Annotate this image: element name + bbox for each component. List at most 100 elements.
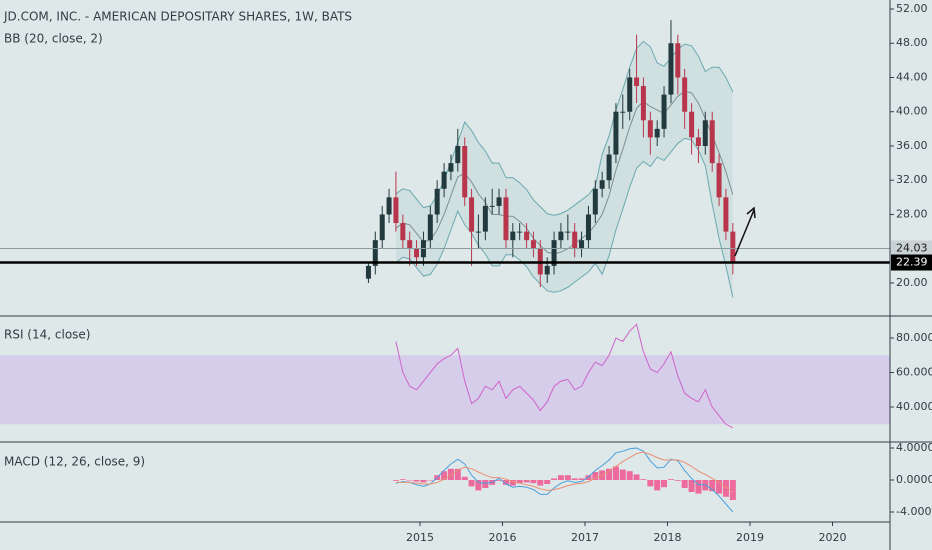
y-tick-label: -4.0000 — [896, 505, 932, 518]
histogram-bar — [516, 480, 523, 484]
histogram-bar — [468, 480, 475, 487]
histogram-bar — [447, 468, 454, 480]
y-tick-label: 52.00 — [896, 2, 928, 15]
y-tick-label: 32.00 — [896, 173, 928, 186]
candle-body — [606, 154, 612, 181]
x-tick-label: 2015 — [406, 531, 434, 544]
histogram-bar — [681, 480, 688, 488]
histogram-bar — [537, 480, 544, 486]
histogram-bar — [654, 480, 661, 491]
y-tick-label: 60.0000 — [896, 366, 932, 379]
histogram-bar — [502, 480, 509, 485]
histogram-bar — [509, 480, 516, 486]
x-tick-label: 2016 — [489, 531, 517, 544]
candle-body — [475, 231, 481, 233]
indicator-label: BB (20, close, 2) — [4, 32, 103, 46]
candle-body — [592, 188, 598, 215]
candle-body — [427, 214, 433, 241]
candle-body — [647, 120, 653, 138]
arrow-annotation — [734, 206, 756, 257]
chart-title: JD.COM, INC. - AMERICAN DEPOSITARY SHARE… — [3, 10, 352, 24]
rsi-band — [0, 355, 890, 425]
price-tag-label: 24.03 — [896, 241, 928, 254]
bb-middle — [395, 90, 734, 255]
candle-body — [585, 214, 591, 241]
candle-body — [365, 265, 371, 279]
candle-body — [434, 188, 440, 215]
histogram-bar — [640, 479, 647, 480]
candle-body — [448, 163, 454, 172]
x-tick-label: 2020 — [818, 531, 846, 544]
y-tick-label: 40.00 — [896, 105, 928, 118]
histogram-bar — [592, 472, 599, 480]
histogram-bar — [716, 480, 723, 494]
histogram-bar — [461, 476, 468, 480]
histogram-bar — [392, 480, 399, 481]
candle-body — [503, 197, 509, 241]
histogram-bar — [571, 478, 578, 480]
candle-body — [414, 248, 420, 258]
y-tick-label: 44.00 — [896, 70, 928, 83]
signal-line — [395, 451, 734, 493]
candle-body — [386, 197, 392, 215]
histogram-bar — [647, 480, 654, 487]
histogram-bar — [674, 480, 681, 481]
candle-body — [400, 223, 406, 241]
histogram-bar — [427, 480, 434, 481]
histogram-bar — [406, 480, 413, 481]
candle-body — [489, 205, 495, 207]
histogram-bar — [695, 480, 702, 494]
histogram-bar — [633, 474, 640, 480]
candle-body — [613, 111, 619, 155]
x-tick-label: 2019 — [736, 531, 764, 544]
candle-body — [668, 43, 674, 95]
candle-body — [682, 77, 688, 112]
histogram-bar — [454, 468, 461, 480]
histogram-bar — [612, 466, 619, 480]
histogram-bar — [399, 479, 406, 480]
candle-body — [640, 86, 646, 121]
candle-body — [689, 111, 695, 138]
candle-body — [579, 240, 585, 249]
candle-body — [730, 231, 736, 263]
candle-body — [565, 231, 571, 233]
candle-body — [510, 231, 516, 241]
histogram-bar — [626, 471, 633, 480]
y-tick-label: 36.00 — [896, 139, 928, 152]
candle-body — [441, 171, 447, 189]
candle-body — [455, 145, 461, 164]
y-tick-label: 40.0000 — [896, 400, 932, 413]
candle-body — [469, 197, 475, 232]
x-tick-label: 2018 — [654, 531, 682, 544]
candle-body — [716, 163, 722, 198]
histogram-bar — [606, 468, 613, 480]
candle-body — [482, 205, 488, 232]
y-tick-label: 0.0000 — [896, 473, 932, 486]
candle-body — [393, 197, 399, 224]
histogram-bar — [420, 480, 427, 483]
candle-body — [572, 231, 578, 249]
histogram-bar — [413, 480, 420, 482]
candle-body — [620, 111, 626, 113]
histogram-bar — [475, 480, 482, 491]
candle-body — [496, 197, 502, 206]
candle-body — [558, 231, 564, 241]
candle-body — [551, 240, 557, 266]
histogram-bar — [709, 480, 716, 492]
histogram-bar — [578, 478, 585, 480]
rsi-line — [395, 323, 734, 429]
histogram-bar — [551, 478, 558, 480]
candle-body — [517, 231, 523, 233]
histogram-bar — [661, 480, 668, 488]
bb-lower — [395, 137, 734, 298]
histogram-bar — [530, 480, 537, 484]
candle-body — [702, 120, 708, 146]
candle-body — [654, 128, 660, 138]
histogram-bar — [722, 480, 729, 497]
candle-body — [695, 137, 701, 146]
macd-label: MACD (12, 26, close, 9) — [4, 455, 145, 469]
candle-body — [709, 120, 715, 164]
candle-body — [530, 240, 536, 249]
